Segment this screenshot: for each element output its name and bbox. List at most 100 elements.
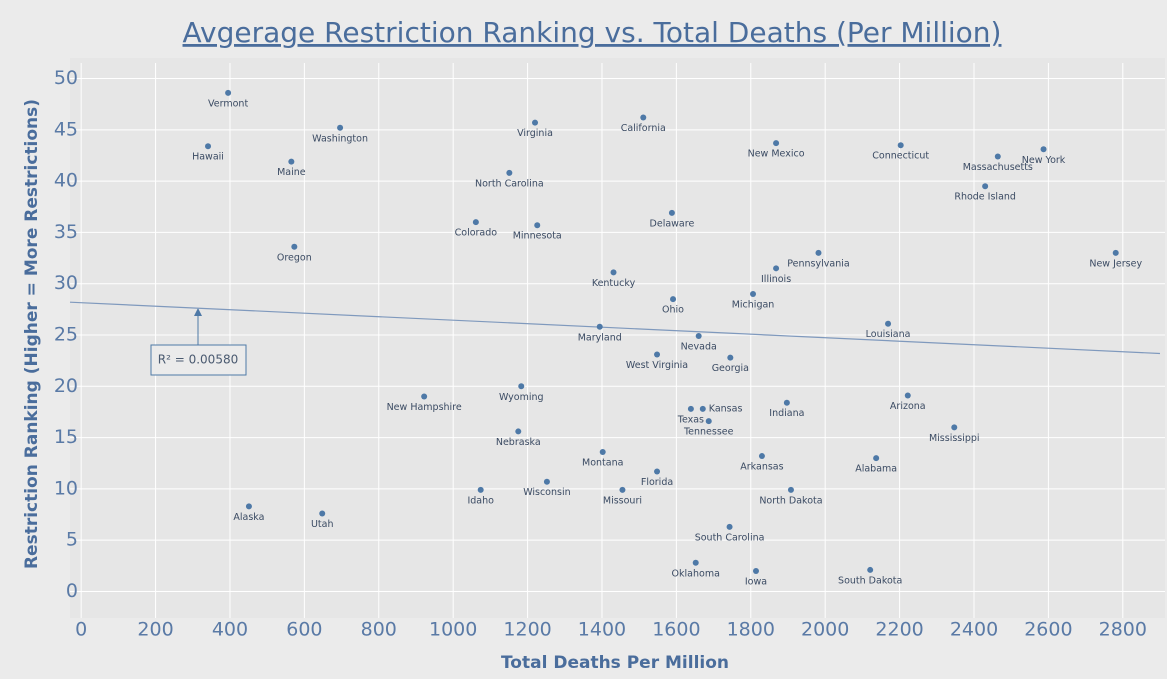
point <box>758 453 765 460</box>
point-label: Indiana <box>769 408 804 419</box>
point <box>787 486 794 493</box>
point-label: Rhode Island <box>954 192 1016 203</box>
point <box>705 418 712 425</box>
point-label: South Dakota <box>838 575 902 586</box>
y-tick-label: 5 <box>66 529 78 551</box>
point-label: North Dakota <box>759 495 822 506</box>
point-label: Tennessee <box>683 427 734 438</box>
point-label: Ohio <box>662 305 684 316</box>
point-label: New Jersey <box>1089 258 1142 269</box>
point-label: Delaware <box>650 218 695 229</box>
point <box>543 478 550 485</box>
point <box>599 448 606 455</box>
y-tick-label: 0 <box>66 580 78 602</box>
point <box>515 428 522 435</box>
point <box>610 269 617 276</box>
y-tick-label: 45 <box>54 118 78 140</box>
x-tick-label: 1800 <box>727 619 775 641</box>
point-label: Georgia <box>712 363 749 374</box>
point <box>245 503 252 510</box>
x-tick-label: 1600 <box>652 619 700 641</box>
point <box>532 119 539 126</box>
point-label: Arizona <box>890 401 926 412</box>
x-tick-label: 400 <box>212 619 248 641</box>
y-tick-label: 20 <box>54 375 78 397</box>
point-label: Illinois <box>761 274 791 285</box>
x-tick-label: 2800 <box>1099 619 1147 641</box>
point <box>815 249 822 256</box>
point <box>518 383 525 390</box>
point-label: New Mexico <box>748 149 805 160</box>
y-tick-label: 10 <box>54 477 78 499</box>
point <box>773 140 780 147</box>
point <box>654 351 661 358</box>
point-label: Kansas <box>709 403 743 414</box>
y-tick-label: 15 <box>54 426 78 448</box>
x-tick-label: 1400 <box>578 619 626 641</box>
x-tick-label: 0 <box>75 619 87 641</box>
point-label: Virginia <box>517 128 553 139</box>
point-label: Nevada <box>681 342 717 353</box>
point-label: Massachusetts <box>963 162 1033 173</box>
point-label: Nebraska <box>496 437 541 448</box>
point-label: Minnesota <box>513 231 562 242</box>
point-label: Florida <box>641 477 673 488</box>
point-label: Wyoming <box>499 392 544 403</box>
point <box>534 222 541 229</box>
point-label: Montana <box>582 457 623 468</box>
plot-area <box>70 58 1165 618</box>
point-label: Iowa <box>745 576 767 587</box>
point-label: Oklahoma <box>672 568 720 579</box>
point <box>699 405 706 412</box>
point <box>867 566 874 573</box>
point <box>640 114 647 121</box>
point-label: Colorado <box>455 228 498 239</box>
x-tick-label: 800 <box>361 619 397 641</box>
point <box>727 354 734 361</box>
point <box>885 320 892 327</box>
point-label: North Carolina <box>475 178 544 189</box>
point <box>205 143 212 150</box>
point-label: Vermont <box>208 98 248 109</box>
point <box>951 424 958 431</box>
point <box>619 486 626 493</box>
point <box>1112 249 1119 256</box>
point-label: Idaho <box>467 495 494 506</box>
point-label: Pennsylvania <box>787 258 849 269</box>
point <box>288 158 295 165</box>
x-tick-label: 2600 <box>1024 619 1072 641</box>
point <box>477 486 484 493</box>
point <box>994 153 1001 160</box>
point <box>982 183 989 190</box>
y-tick-label: 40 <box>54 170 78 192</box>
point <box>596 323 603 330</box>
point <box>752 567 759 574</box>
point-label: New York <box>1022 155 1066 166</box>
point <box>726 523 733 530</box>
point-label: Alaska <box>233 512 264 523</box>
x-tick-label: 1000 <box>429 619 477 641</box>
point <box>225 89 232 96</box>
point <box>337 124 344 131</box>
point <box>692 559 699 566</box>
point <box>654 468 661 475</box>
point-label: Arkansas <box>740 462 783 473</box>
point-label: Hawaii <box>192 152 224 163</box>
point-label: California <box>621 123 666 134</box>
point-label: Mississippi <box>929 433 980 444</box>
point <box>687 405 694 412</box>
point-label: Missouri <box>603 495 642 506</box>
point <box>897 142 904 149</box>
y-tick-label: 35 <box>54 221 78 243</box>
point-label: West Virginia <box>626 360 688 371</box>
x-tick-label: 2000 <box>801 619 849 641</box>
grid <box>70 63 1165 618</box>
annotation-box <box>150 344 247 376</box>
x-tick-label: 2400 <box>950 619 998 641</box>
trend-line <box>69 301 1161 355</box>
point <box>873 455 880 462</box>
point <box>750 290 757 297</box>
point <box>783 399 790 406</box>
point <box>506 169 513 176</box>
